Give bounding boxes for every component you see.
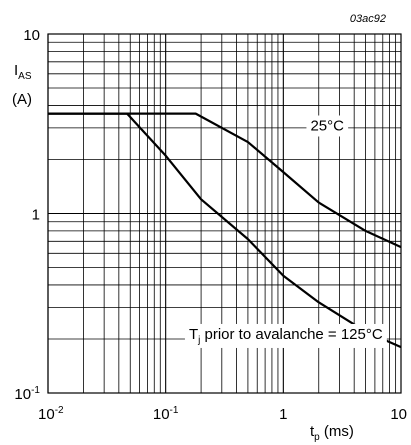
y-tick-label: 1 bbox=[32, 207, 40, 224]
x-tick-label: 10-1 bbox=[153, 405, 179, 423]
x-tick-label: 10-2 bbox=[38, 405, 64, 423]
figure-code: 03ac92 bbox=[350, 13, 386, 25]
series-line-125c bbox=[48, 112, 402, 349]
y-tick-label: 10 bbox=[23, 27, 40, 44]
y-tick-labels: 10 1 10-1 bbox=[14, 27, 40, 403]
annotation-background bbox=[184, 323, 387, 348]
annotation-25c: 25°C bbox=[310, 117, 344, 134]
annotation-125c: Tj prior to avalanche = 125°C bbox=[189, 326, 383, 346]
x-tick-label: 10 bbox=[390, 406, 407, 423]
x-tick-label: 1 bbox=[279, 406, 287, 423]
x-tick-labels: 10-2 10-1 1 10 bbox=[38, 405, 407, 423]
x-axis-label: tp (ms) bbox=[310, 423, 354, 443]
annotation-background bbox=[306, 115, 349, 137]
annotations: 25°C Tj prior to avalanche = 125°C bbox=[184, 115, 387, 348]
plot-frame bbox=[47, 33, 402, 394]
y-tick-label: 10-1 bbox=[14, 385, 40, 403]
y-axis-label: IAS bbox=[14, 62, 32, 82]
y-axis-unit: (A) bbox=[12, 91, 32, 108]
series-line-25c bbox=[48, 112, 402, 249]
series-layer bbox=[48, 112, 402, 349]
